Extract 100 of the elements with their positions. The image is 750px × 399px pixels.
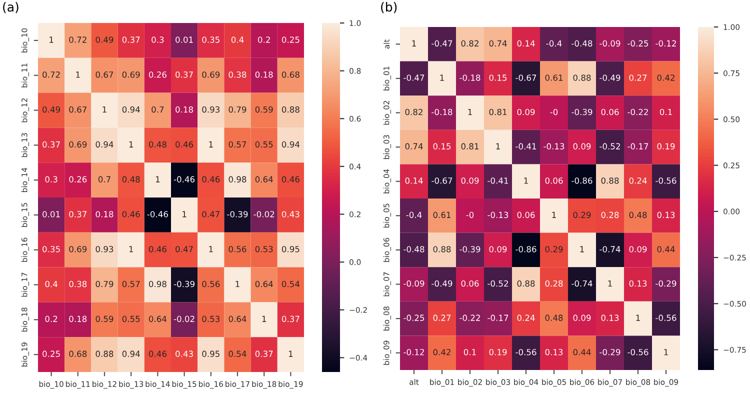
- data-label: 0.48: [148, 141, 166, 148]
- data-label: 0.46: [148, 350, 166, 357]
- data-label: -0.47: [404, 74, 424, 81]
- data-label: -0.4: [406, 212, 422, 218]
- data-label: 0.38: [228, 71, 246, 78]
- data-label: 0.37: [282, 316, 300, 322]
- data-label: -0.09: [600, 40, 620, 47]
- data-label: 0.1: [464, 348, 476, 356]
- data-label: -0.13: [488, 212, 508, 218]
- data-label: -0.18: [432, 108, 452, 116]
- data-label: 0.13: [601, 314, 619, 321]
- data-label: 1: [580, 246, 584, 252]
- data-label: 0.56: [202, 280, 220, 288]
- data-label: 0.13: [545, 348, 563, 356]
- data-label: 0.29: [545, 246, 563, 252]
- data-label: 0.82: [405, 108, 422, 116]
- data-label: 0.79: [96, 280, 114, 288]
- data-label: -0: [550, 108, 558, 116]
- data-label: 0.35: [42, 246, 60, 252]
- data-label: -0.18: [460, 74, 480, 81]
- data-label: -0.52: [600, 143, 620, 150]
- data-label: 0.69: [122, 71, 140, 78]
- data-label: 1: [209, 141, 213, 148]
- data-label: 1: [664, 349, 668, 356]
- data-label: -0.39: [572, 108, 592, 116]
- data-label: -0.13: [544, 143, 564, 150]
- data-label: 0.43: [282, 211, 300, 218]
- data-label: 0.43: [176, 350, 193, 357]
- data-label: 1: [76, 72, 80, 78]
- data-label: 0.13: [629, 280, 647, 287]
- data-label: -0.86: [516, 246, 536, 252]
- data-label: 0.88: [573, 74, 591, 81]
- data-label: 0.38: [69, 280, 87, 288]
- data-label: -0.09: [404, 280, 424, 287]
- data-label: 0.57: [122, 280, 140, 288]
- data-label: 0.3: [152, 36, 164, 43]
- data-label: 0.47: [176, 246, 193, 252]
- data-label: 0.09: [489, 246, 507, 252]
- data-label: -0.67: [516, 74, 536, 81]
- data-label: 0.37: [42, 141, 60, 148]
- data-label: 0.82: [461, 40, 478, 47]
- data-label: -0.12: [656, 40, 676, 47]
- data-label: 0.74: [405, 143, 423, 150]
- data-label: 0.68: [69, 350, 87, 357]
- data-label: -0.86: [572, 177, 592, 184]
- data-label: 0.24: [629, 177, 647, 184]
- data-label: 1: [552, 212, 556, 218]
- data-label: 0.53: [255, 246, 273, 252]
- data-label: -0.74: [600, 246, 620, 252]
- data-label: -0.48: [404, 246, 424, 252]
- data-label: -0.47: [432, 40, 452, 47]
- data-label: 1: [156, 176, 160, 182]
- data-label: 0.64: [255, 280, 273, 288]
- data-label: 0.3: [45, 176, 58, 182]
- data-label: 0.69: [69, 246, 87, 252]
- data-label: 0.93: [96, 246, 114, 252]
- data-label: 0.59: [96, 316, 114, 322]
- data-label: -0.17: [628, 143, 648, 150]
- data-label: 0.47: [202, 211, 220, 218]
- data-label: -0.52: [488, 280, 508, 287]
- data-label: 0.48: [629, 212, 647, 218]
- data-label: -0.46: [174, 176, 195, 182]
- data-label: 0.98: [228, 176, 246, 182]
- data-label: 0.42: [433, 348, 450, 356]
- data-label: 0.64: [148, 316, 167, 322]
- data-label: 0.94: [96, 141, 114, 148]
- data-label: -0.25: [628, 40, 648, 47]
- data-label: 0.64: [255, 176, 273, 182]
- data-label: 0.44: [573, 348, 591, 356]
- data-label: 1: [524, 178, 528, 184]
- data-label: 1: [209, 246, 213, 252]
- data-label: 0.94: [122, 106, 140, 113]
- data-label: 0.61: [545, 74, 563, 81]
- data-label: 0.79: [228, 106, 246, 113]
- data-label: -0.29: [656, 280, 676, 287]
- data-label: 0.93: [202, 106, 220, 113]
- data-label: 0.54: [282, 280, 300, 288]
- data-label: -0.39: [460, 246, 480, 252]
- data-label: -0: [466, 212, 474, 218]
- data-label: 0.06: [517, 212, 535, 218]
- data-label: 0.4: [45, 280, 58, 288]
- data-label: 0.09: [461, 177, 479, 184]
- data-label: -0.56: [656, 177, 676, 184]
- data-label: 0.37: [176, 71, 193, 78]
- data-label: 1: [129, 246, 133, 252]
- data-label: 0.09: [629, 246, 647, 252]
- data-label: 1: [608, 280, 612, 287]
- data-label: -0.56: [656, 314, 676, 321]
- data-label: -0.48: [572, 40, 592, 47]
- data-label: 0.67: [96, 71, 114, 78]
- data-label: 0.06: [601, 108, 619, 116]
- data-label: 0.2: [258, 36, 270, 43]
- data-label: -0.74: [572, 280, 592, 287]
- data-label: 0.64: [228, 316, 246, 322]
- data-label: 0.06: [461, 280, 479, 287]
- data-label: 0.19: [489, 348, 507, 356]
- data-label: 0.37: [122, 36, 140, 43]
- data-label: 0.28: [545, 280, 563, 287]
- data-label: 1: [636, 314, 640, 321]
- data-label: 0.53: [202, 316, 220, 322]
